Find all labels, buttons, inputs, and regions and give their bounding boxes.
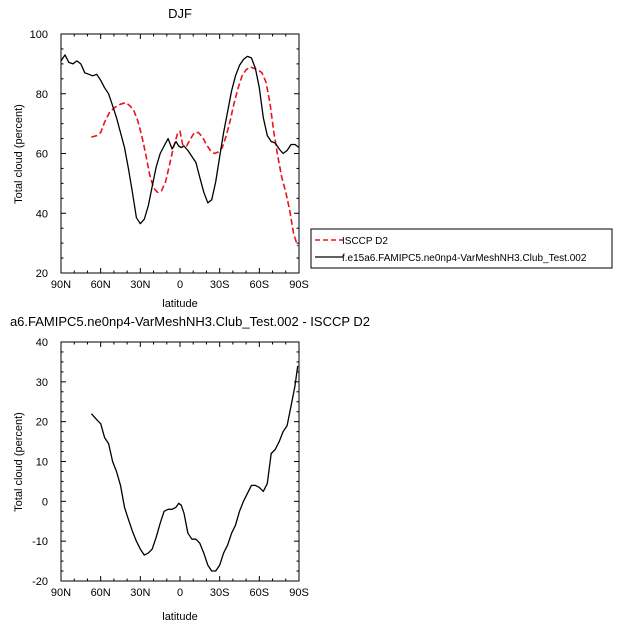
bottom-chart-ylabel: Total cloud (percent) xyxy=(13,412,25,512)
legend-label-model: f.e15a6.FAMIPC5.ne0np4-VarMeshNH3.Club_T… xyxy=(342,253,587,264)
bottom-xtick-label: 60S xyxy=(250,587,270,599)
top-chart-marks xyxy=(60,54,300,247)
bottom-xtick-label: 90S xyxy=(289,587,309,599)
top-xtick-label: 30S xyxy=(210,279,230,291)
top-xtick-label: 30N xyxy=(130,279,150,291)
bottom-xtick-label: 60N xyxy=(91,587,111,599)
bottom-chart-ticks: 90N 60N 30N 0 30S 60S 90S -20 -10 0 10 20 30 40 xyxy=(32,337,309,599)
top-chart-xlabel: latitude xyxy=(162,298,197,310)
bottom-ytick-label: 40 xyxy=(36,337,48,349)
top-chart-ticks: 90N 60N 30N 0 30S 60S 90S 20 40 60 80 100 xyxy=(30,29,309,291)
top-chart: DJF Total cloud (percent) latitude 90N 60… xyxy=(13,6,309,310)
top-chart-frame xyxy=(60,33,300,274)
bottom-ytick-label: 20 xyxy=(36,417,48,429)
top-ytick-label: 20 xyxy=(36,268,48,280)
bottom-series-line-0 xyxy=(90,365,299,572)
legend-box xyxy=(310,228,613,269)
bottom-chart-marks xyxy=(90,365,299,572)
legend: ISCCP D2 f.e15a6.FAMIPC5.ne0np4-VarMeshN… xyxy=(310,228,613,269)
top-xtick-label: 90S xyxy=(289,279,309,291)
top-xtick-label: 90N xyxy=(51,279,71,291)
bottom-chart-title: a6.FAMIPC5.ne0np4-VarMeshNH3.Club_Test.0… xyxy=(10,314,370,329)
top-ytick-label: 80 xyxy=(36,89,48,101)
top-xtick-label: 60S xyxy=(250,279,270,291)
bottom-xtick-label: 30S xyxy=(210,587,230,599)
top-chart-title: DJF xyxy=(168,6,192,21)
bottom-chart: a6.FAMIPC5.ne0np4-VarMeshNH3.Club_Test.0… xyxy=(10,314,370,623)
top-ytick-label: 40 xyxy=(36,208,48,220)
bottom-xtick-label: 30N xyxy=(130,587,150,599)
top-series-line-0 xyxy=(91,66,299,247)
bottom-ytick-label: -20 xyxy=(32,576,48,588)
bottom-chart-xlabel: latitude xyxy=(162,611,197,623)
top-chart-ylabel: Total cloud (percent) xyxy=(13,104,25,204)
top-ytick-label: 100 xyxy=(30,29,48,41)
top-xtick-label: 60N xyxy=(91,279,111,291)
top-ytick-label: 60 xyxy=(36,149,48,161)
top-xtick-label: 0 xyxy=(177,279,183,291)
bottom-ytick-label: 10 xyxy=(36,457,48,469)
bottom-xtick-label: 90N xyxy=(51,587,71,599)
bottom-ytick-label: 30 xyxy=(36,377,48,389)
top-series-line-1 xyxy=(60,54,300,225)
legend-label-isccp: ISCCP D2 xyxy=(342,236,388,247)
bottom-chart-frame xyxy=(60,341,300,582)
bottom-ytick-label: -10 xyxy=(32,536,48,548)
bottom-xtick-label: 0 xyxy=(177,587,183,599)
bottom-ytick-label: 0 xyxy=(42,496,48,508)
